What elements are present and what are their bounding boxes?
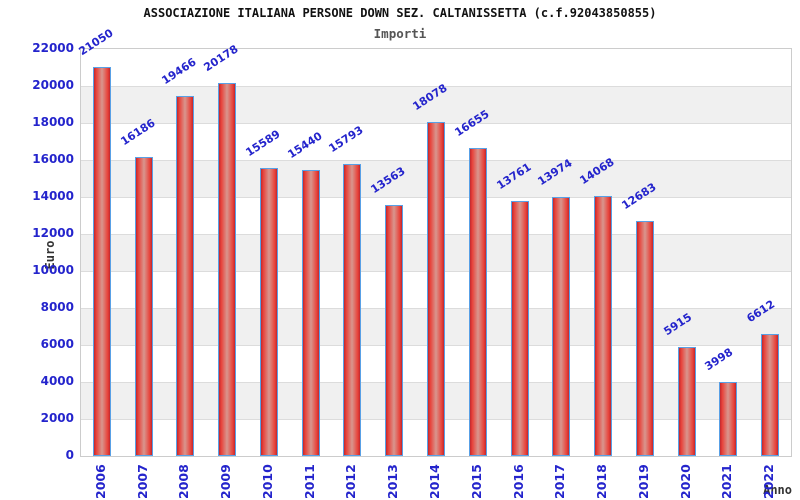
y-tick-label: 18000 [32, 115, 74, 129]
y-tick-label: 6000 [40, 337, 74, 351]
y-tick-label: 2000 [40, 411, 74, 425]
bar-2009 [218, 82, 237, 456]
bar-2016 [510, 201, 529, 456]
y-tick-label: 8000 [40, 300, 74, 314]
bar-2006 [92, 66, 111, 456]
bar-2015 [468, 147, 487, 456]
x-tick-label: 2016 [510, 464, 526, 499]
x-tick-label: 2021 [719, 464, 735, 499]
x-tick-label: 2014 [427, 464, 442, 499]
y-tick-label: 4000 [40, 374, 74, 388]
x-tick-label: 2013 [385, 464, 401, 499]
x-tick-label: 2008 [176, 464, 192, 499]
y-tick-label: 16000 [32, 152, 74, 166]
y-tick-label: 0 [65, 448, 74, 462]
x-tick-label: 2017 [552, 464, 568, 499]
x-tick-label: 2022 [761, 464, 777, 499]
bar-2021 [719, 382, 738, 456]
bar-2010 [259, 167, 278, 456]
bar-2011 [301, 170, 320, 456]
bar-2007 [134, 156, 153, 456]
background-band [81, 49, 791, 86]
bar-2020 [677, 346, 696, 456]
x-tick-label: 2019 [635, 464, 651, 499]
x-tick-label: 2020 [677, 464, 693, 499]
y-axis-tick-labels: 0 2000 4000 6000 8000 10000 12000 14000 16000 180… [0, 41, 76, 462]
x-tick-label: 2011 [301, 464, 317, 499]
y-tick-label: 22000 [32, 41, 74, 55]
x-tick-label: 2015 [468, 464, 484, 499]
bar-2012 [343, 163, 362, 456]
y-tick-label: 20000 [32, 78, 74, 92]
bar-2017 [552, 197, 571, 456]
y-tick-label: 14000 [32, 189, 74, 203]
bar-2013 [385, 205, 404, 456]
x-tick-label: 2007 [134, 464, 150, 499]
x-tick-label: 2009 [218, 464, 234, 499]
bar-2022 [761, 333, 780, 456]
x-axis-label: Anno [763, 483, 792, 497]
gridline [81, 86, 791, 87]
x-tick-label: 2018 [594, 464, 610, 499]
bar-2019 [635, 221, 654, 456]
y-tick-label: 10000 [32, 263, 74, 277]
x-tick-label: 2012 [343, 464, 359, 499]
plot-area: 21050 16186 19466 20178 15589 15440 15793 13563… [76, 26, 792, 457]
chart-subtitle: Importi [373, 26, 427, 41]
background-band [81, 86, 791, 123]
x-tick-label: 2006 [92, 464, 108, 499]
bar-2014 [427, 121, 445, 456]
x-tick-label: 2010 [259, 464, 275, 499]
chart-title: ASSOCIAZIONE ITALIANA PERSONE DOWN SEZ. … [143, 6, 657, 20]
bar-2018 [594, 195, 613, 456]
y-tick-label: 12000 [32, 226, 74, 240]
bar-2008 [176, 95, 195, 456]
